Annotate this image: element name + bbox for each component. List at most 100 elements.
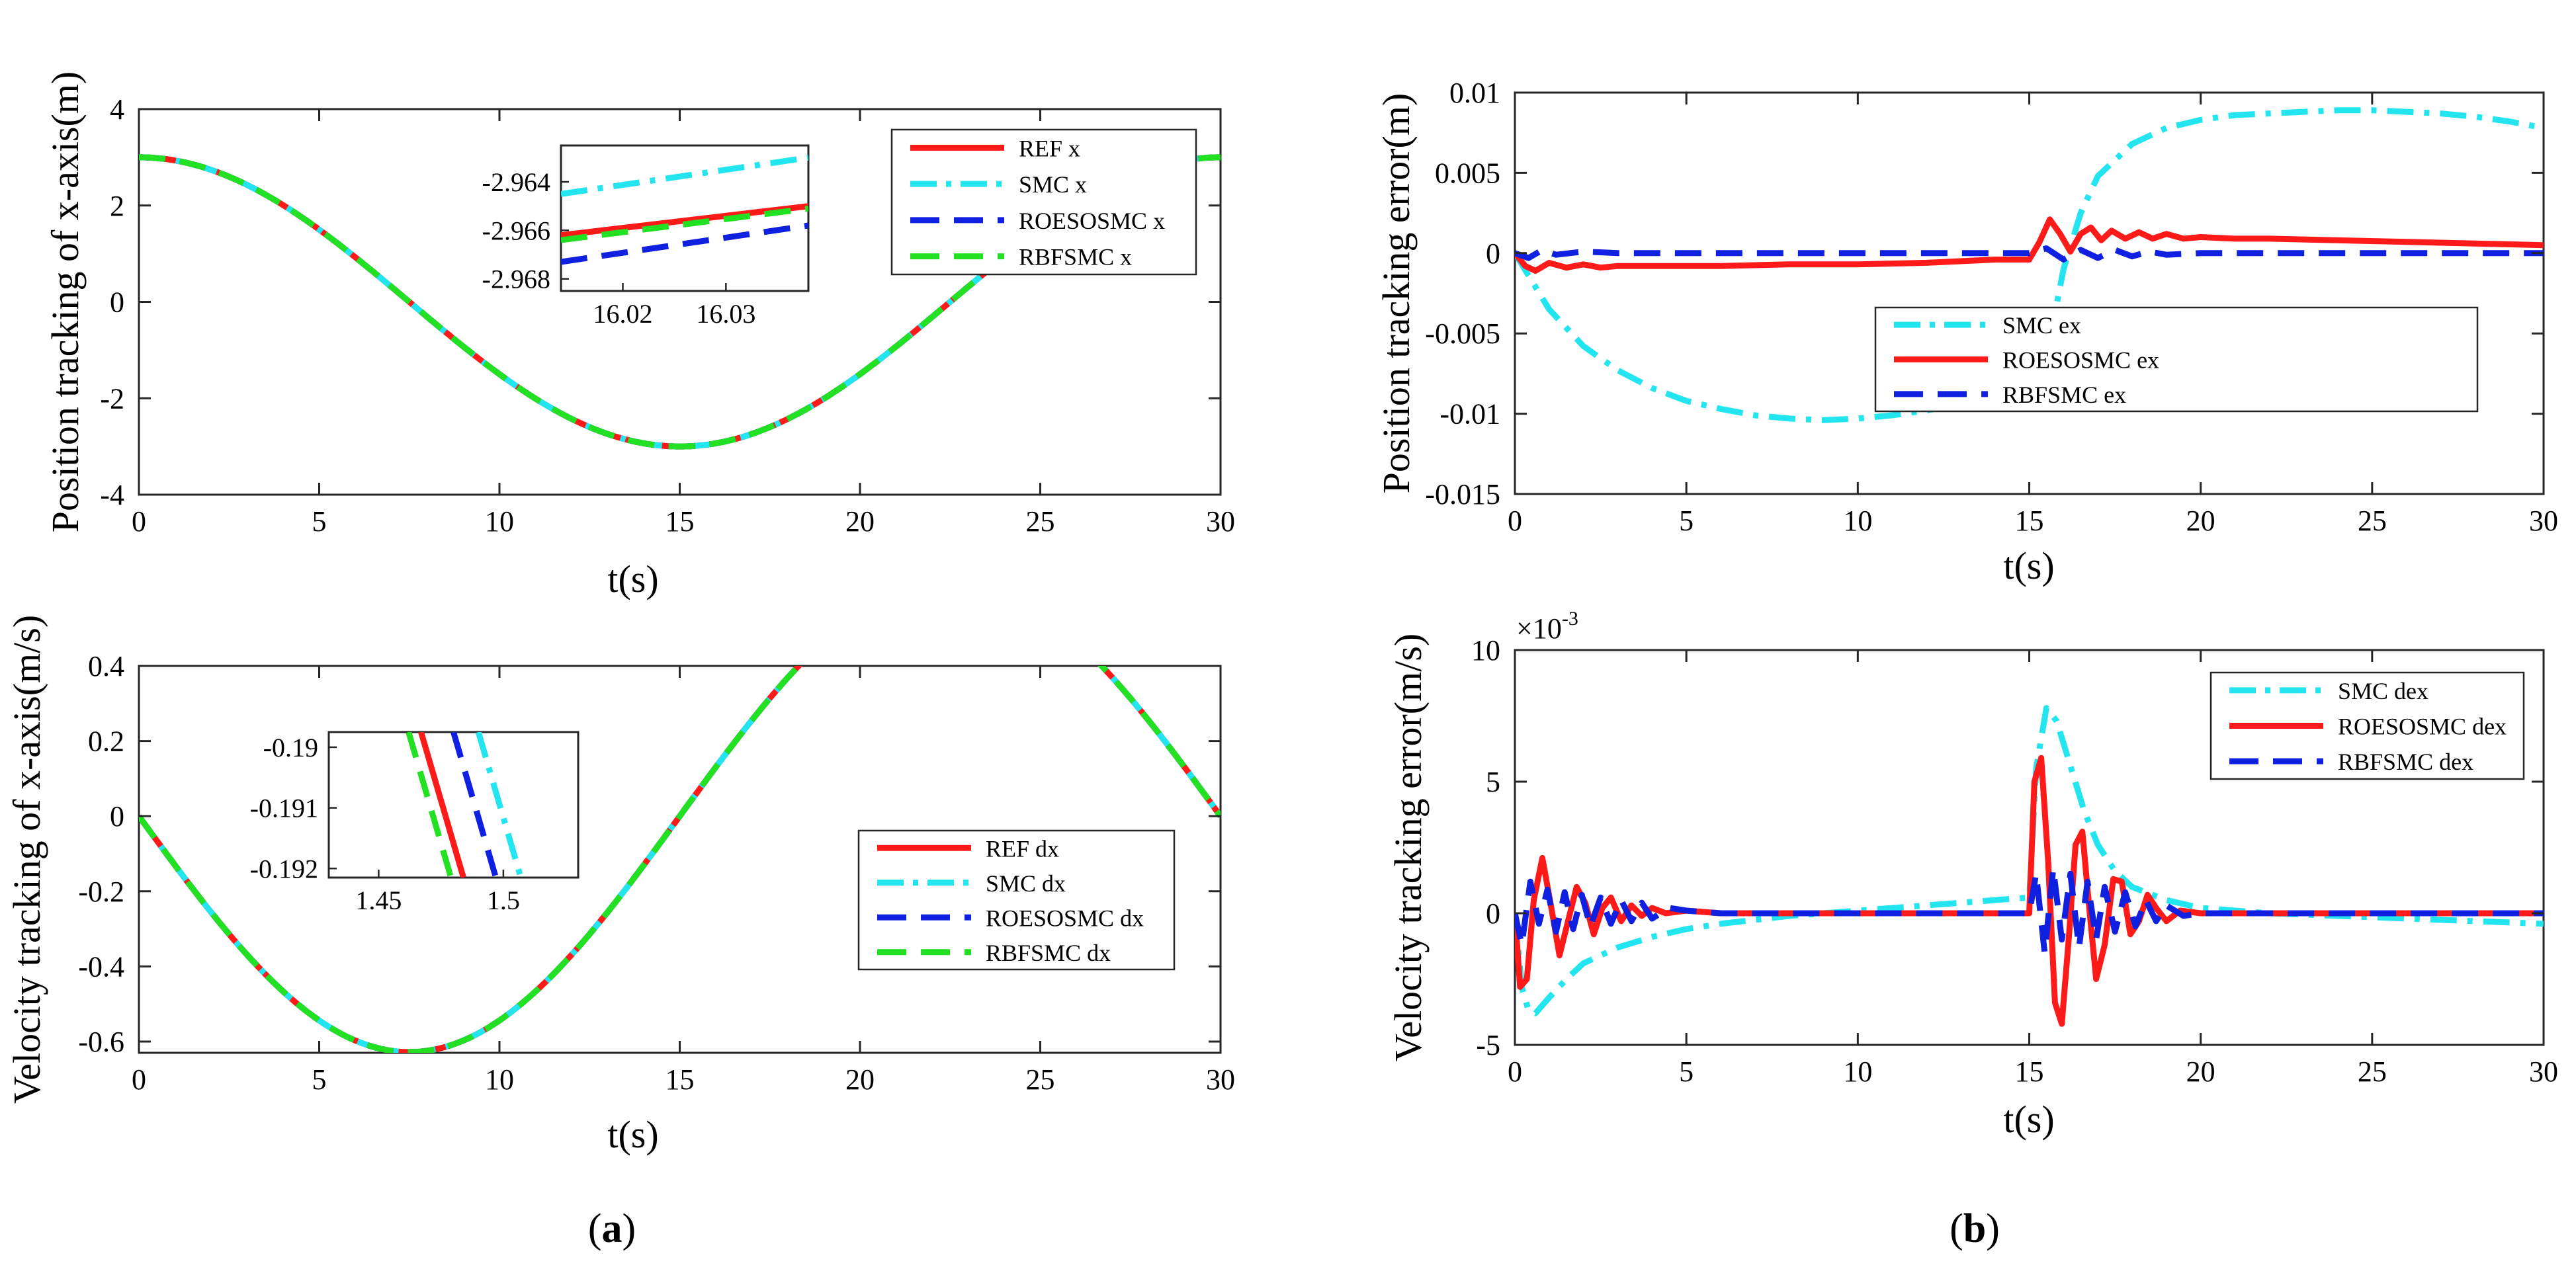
- x-axis-label: t(s): [2003, 1098, 2054, 1141]
- x-tick-label: 0: [132, 505, 146, 538]
- x-tick-label: 0: [1508, 1055, 1522, 1088]
- y-exponent-power: -3: [1562, 608, 1578, 630]
- x-tick-label: 15: [2015, 1055, 2044, 1088]
- y-tick-label: 0: [110, 800, 124, 833]
- inset-line-ref: [418, 732, 466, 878]
- caption-a: (a): [588, 1206, 636, 1251]
- chart-velocity-tracking-x: 0 5 10 15 20 25 30 -0.6 -0.4 -0.2 0 0.2 0.4 t(s) Veloc…: [5, 615, 1235, 1156]
- inset-y-tick-label: -0.192: [250, 854, 318, 884]
- x-axis-label: t(s): [607, 557, 658, 600]
- y-axis-label: Velocity tracking error(m/s): [1387, 634, 1430, 1061]
- x-tick-label: 5: [312, 505, 327, 538]
- inset-frame: [327, 731, 580, 879]
- legend-label: REF dx: [986, 835, 1059, 862]
- series-line-rbfsmc: [139, 666, 1221, 1053]
- x-tick-label: 20: [2186, 1055, 2215, 1088]
- legend-label: ROESOSMC dx: [986, 905, 1144, 931]
- x-tick-label: 20: [2186, 505, 2215, 537]
- inset-line-roesosmc: [561, 222, 808, 265]
- x-tick-label: 20: [845, 1063, 875, 1096]
- inset-x-tick-label: 16.03: [696, 299, 755, 329]
- inset-y-tick-label: -0.19: [263, 733, 318, 762]
- y-tick-label: 2: [110, 190, 124, 222]
- y-tick-label: -0.015: [1425, 478, 1500, 511]
- x-tick-label: 0: [1508, 505, 1522, 537]
- x-tick-label: 25: [1026, 1063, 1055, 1096]
- inset-line-roesosmc: [451, 732, 499, 878]
- x-tick-label: 25: [2358, 505, 2387, 537]
- inset-lines: [406, 732, 524, 878]
- legend-label: RBFSMC dex: [2338, 749, 2473, 775]
- x-tick-label: 30: [2529, 505, 2558, 537]
- series-line-smc: [139, 154, 1221, 450]
- inset-x-tick-label: 1.45: [355, 885, 402, 915]
- y-tick-label: -0.005: [1425, 317, 1500, 350]
- series-line-roesosmc: [1515, 245, 2544, 263]
- y-tick-label: 0.005: [1435, 157, 1500, 189]
- y-tick-label: -2: [100, 382, 124, 415]
- x-axis-label: t(s): [2003, 544, 2054, 587]
- y-tick-label: 0.01: [1449, 77, 1500, 109]
- chart-position-tracking-x: 0 5 10 15 20 25 30 -4 -2 0 2 4 t(s) Position tracking…: [44, 71, 1235, 600]
- legend-label: SMC dx: [986, 870, 1066, 897]
- legend-label: ROESOSMC ex: [2002, 347, 2159, 374]
- x-tick-label: 25: [2358, 1055, 2387, 1088]
- inset-line-smc: [475, 732, 524, 878]
- inset-zoom: 16.02 16.03 -2.964 -2.966 -2.968: [482, 144, 810, 329]
- series-group: [139, 666, 1221, 1053]
- series-line-roesosmc: [1515, 865, 2544, 956]
- x-tick-label: 30: [1206, 1063, 1235, 1096]
- caption-b: (b): [1950, 1206, 2000, 1251]
- y-exponent-label: ×10-3: [1516, 608, 1578, 645]
- x-tick-label: 10: [1843, 505, 1872, 537]
- x-tick-label: 15: [665, 1063, 695, 1096]
- y-tick-label: 4: [110, 93, 124, 126]
- inset-line-smc: [561, 154, 808, 197]
- y-tick-label: 0: [110, 286, 124, 319]
- y-axis-label: Position tracking of x-axis(m): [44, 71, 87, 533]
- x-tick-label: 10: [485, 1063, 514, 1096]
- inset-line-rbfsmc: [561, 205, 808, 243]
- chart-position-tracking-error: 0 5 10 15 20 25 30 -0.015 -0.01 -0.005 0 0.005 0.01 t…: [1375, 77, 2558, 587]
- legend-label: RBFSMC x: [1019, 244, 1132, 270]
- x-tick-label: 5: [1679, 1055, 1694, 1088]
- legend-label: RBFSMC ex: [2002, 382, 2126, 408]
- inset-x-tick-label: 16.02: [593, 299, 653, 329]
- series-line-ref: [1515, 216, 2544, 274]
- y-tick-label: -4: [100, 479, 124, 511]
- y-tick-label: 0.4: [88, 650, 124, 682]
- plot-frame: [1514, 91, 2545, 495]
- legend-box: [2210, 671, 2525, 780]
- legend-label: REF x: [1019, 135, 1080, 161]
- y-tick-label: -5: [1476, 1029, 1500, 1061]
- x-tick-label: 30: [2529, 1055, 2558, 1088]
- x-tick-label: 25: [1026, 505, 1055, 538]
- legend-label: RBFSMC dx: [986, 940, 1111, 966]
- x-tick-label: 15: [665, 505, 695, 538]
- inset-y-tick-label: -2.968: [482, 265, 550, 294]
- inset-zoom: 1.45 1.5 -0.19 -0.191 -0.192: [250, 731, 580, 915]
- series-line-rbfsmc: [139, 154, 1221, 450]
- y-tick-label: 0: [1486, 237, 1500, 270]
- x-tick-label: 10: [485, 505, 514, 538]
- y-axis-label: Position tracking error(m): [1375, 93, 1418, 494]
- y-tick-label: -0.01: [1439, 398, 1500, 431]
- legend-label: SMC ex: [2002, 312, 2081, 339]
- y-tick-label: -0.4: [78, 950, 124, 983]
- legend-label: SMC dex: [2338, 678, 2428, 704]
- x-tick-label: 10: [1843, 1055, 1872, 1088]
- x-tick-label: 0: [132, 1063, 146, 1096]
- legend-label: SMC x: [1019, 171, 1087, 198]
- inset-y-tick-label: -2.966: [482, 216, 550, 245]
- y-tick-label: 0: [1486, 897, 1500, 930]
- y-tick-label: -0.6: [78, 1026, 124, 1058]
- inset-lines: [561, 154, 808, 265]
- x-axis-label: t(s): [607, 1113, 658, 1156]
- y-tick-label: 10: [1471, 634, 1500, 667]
- y-tick-label: 5: [1486, 766, 1500, 798]
- legend-box: [857, 829, 1176, 971]
- inset-y-tick-label: -2.964: [482, 167, 550, 197]
- x-tick-label: 20: [845, 505, 875, 538]
